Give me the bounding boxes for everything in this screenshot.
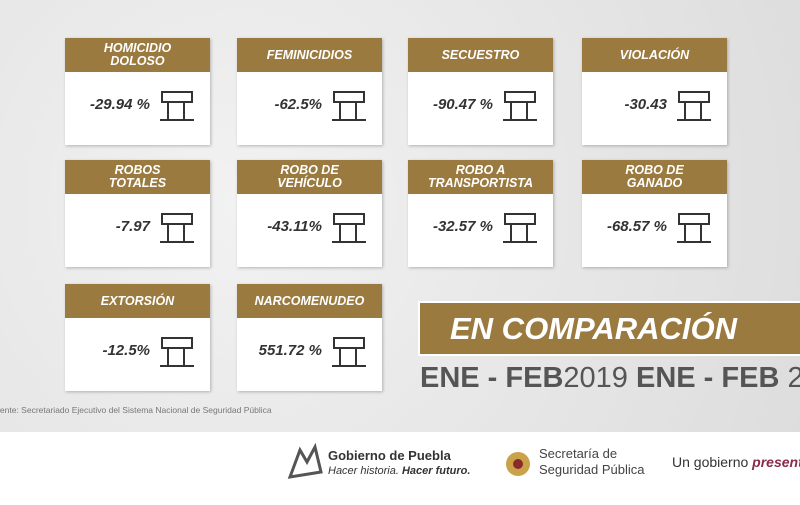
card-title-line: FEMINICIDIOS [266, 47, 353, 62]
card-title-line: HOMICIDIO [103, 41, 172, 55]
motto-a: Un gobierno [672, 454, 749, 470]
card-value: -7.97 [115, 218, 150, 235]
card-title: SECUESTRO [408, 38, 553, 72]
card-title-line: TRANSPORTISTA [427, 176, 534, 190]
puebla-logo [287, 442, 323, 479]
footer: Gobierno de Puebla Hacer historia. Hacer… [0, 432, 800, 505]
card-title-line: TOTALES [108, 176, 167, 190]
gov-slogan: Hacer historia. Hacer futuro. [328, 465, 470, 477]
stat-card: HOMICIDIO DOLOSO -29.94 % [65, 38, 210, 145]
card-icon [332, 213, 366, 243]
card-title-line: ROBO DE [280, 163, 339, 177]
card-icon [160, 337, 194, 367]
card-value: 551.72 % [258, 342, 322, 359]
card-title-line: DOLOSO [110, 54, 165, 68]
gov-name: Gobierno de Puebla [328, 448, 451, 463]
card-title: ROBO A TRANSPORTISTA [408, 160, 553, 194]
card-title: HOMICIDIO DOLOSO [65, 38, 210, 72]
card-icon [503, 91, 537, 121]
card-title: ROBO DE VEHÍCULO [237, 160, 382, 194]
card-value: -30.43 [624, 96, 667, 113]
card-title-line: GANADO [626, 176, 683, 190]
card-value: -62.5% [274, 96, 322, 113]
card-title: FEMINICIDIOS [237, 38, 382, 72]
year-a: 2019 [563, 362, 628, 394]
stat-card: EXTORSIÓN -12.5% [65, 284, 210, 391]
card-icon [677, 91, 711, 121]
period-b: ENE - FEB [635, 362, 780, 394]
stat-card: FEMINICIDIOS -62.5% [237, 38, 382, 145]
card-title-line: VIOLACIÓN [619, 47, 690, 62]
card-title: ROBOS TOTALES [65, 160, 210, 194]
card-value: -68.57 % [606, 218, 667, 235]
ssp-logo [506, 452, 530, 476]
stat-card: ROBO DE GANADO -68.57 % [582, 160, 727, 267]
card-icon [677, 213, 711, 243]
slogan-a: Hacer historia. [328, 465, 399, 477]
banner-title: EN COMPARACIÓN [418, 301, 800, 356]
stat-card: VIOLACIÓN -30.43 [582, 38, 727, 145]
card-title: ROBO DE GANADO [582, 160, 727, 194]
year-b: 2020 [787, 362, 800, 394]
period-a: ENE - FEB [420, 362, 564, 394]
card-icon [332, 91, 366, 121]
motto-b: presente [752, 454, 800, 470]
source-note: Fuente: Secretariado Ejecutivo del Siste… [0, 405, 272, 415]
motto: Un gobierno presente [672, 454, 800, 470]
card-icon [332, 337, 366, 367]
stat-card: NARCOMENUDEO 551.72 % [237, 284, 382, 391]
card-icon [503, 213, 537, 243]
card-title: EXTORSIÓN [65, 284, 210, 318]
card-title-line: ROBO DE [625, 163, 684, 177]
ssp-line1: Secretaría de [539, 446, 618, 461]
card-title-line: VEHÍCULO [277, 176, 342, 190]
card-icon [160, 91, 194, 121]
card-title-line: SECUESTRO [441, 47, 520, 62]
card-value: -90.47 % [432, 96, 493, 113]
stat-card: SECUESTRO -90.47 % [408, 38, 553, 145]
card-title-line: NARCOMENUDEO [254, 293, 365, 308]
card-title: NARCOMENUDEO [237, 284, 382, 318]
period-comparison: ENE - FEB2019 ENE - FEB 2020 [420, 362, 800, 395]
slogan-b: Hacer futuro. [401, 465, 471, 477]
card-value: -29.94 % [89, 96, 150, 113]
card-icon [160, 213, 194, 243]
card-value: -43.11% [267, 218, 322, 235]
card-value: -12.5% [102, 342, 150, 359]
card-title-line: EXTORSIÓN [100, 293, 175, 308]
card-title-line: ROBO A [455, 163, 506, 177]
card-title-line: ROBOS [114, 163, 161, 177]
stat-card: ROBO DE VEHÍCULO -43.11% [237, 160, 382, 267]
ssp-line2: Seguridad Pública [539, 462, 645, 477]
stat-card: ROBO A TRANSPORTISTA -32.57 % [408, 160, 553, 267]
stat-card: ROBOS TOTALES -7.97 [65, 160, 210, 267]
card-value: -32.57 % [432, 218, 493, 235]
card-title: VIOLACIÓN [582, 38, 727, 72]
